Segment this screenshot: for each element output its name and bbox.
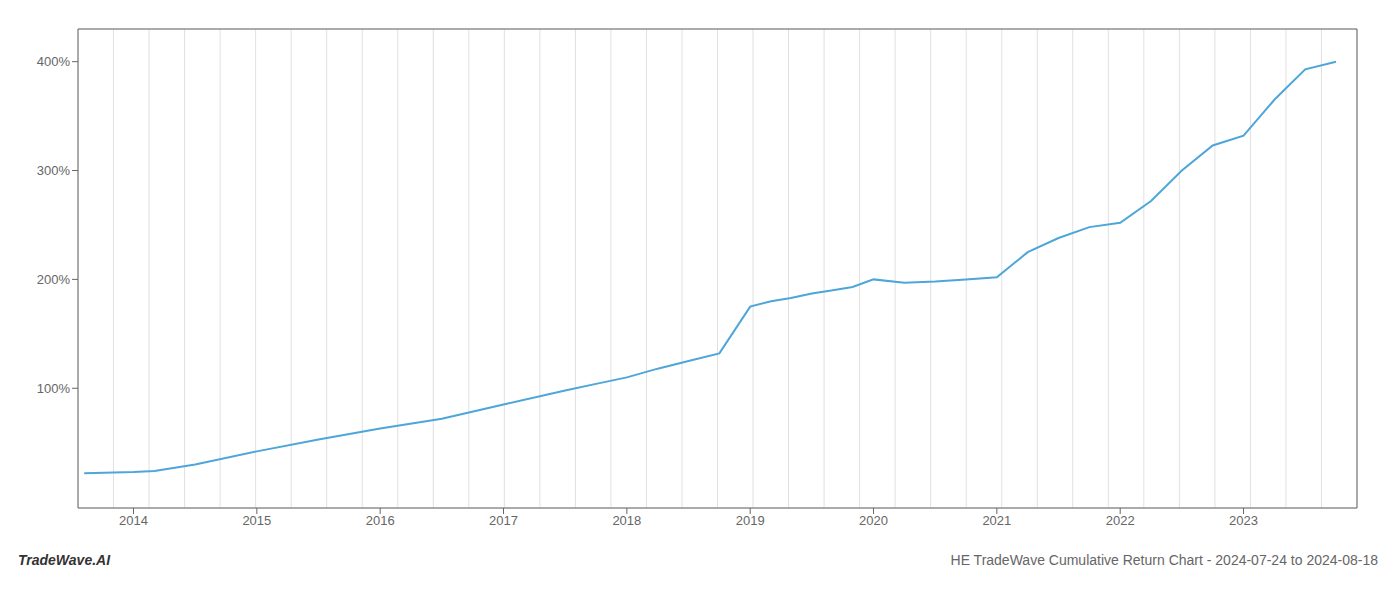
html-text:HE TradeWave Cumulative Return: HE TradeWave Cumulative Return Chart - 2… [950, 552, 1378, 568]
svg-text:200%: 200% [37, 272, 71, 287]
svg-text:2015: 2015 [242, 513, 271, 528]
svg-text:300%: 300% [37, 163, 71, 178]
svg-text:2016: 2016 [366, 513, 395, 528]
svg-text:2017: 2017 [489, 513, 518, 528]
svg-text:2023: 2023 [1229, 513, 1258, 528]
svg-text:2022: 2022 [1106, 513, 1135, 528]
html-text:TradeWave.AI: TradeWave.AI [18, 552, 111, 568]
svg-text:2019: 2019 [736, 513, 765, 528]
svg-text:2021: 2021 [982, 513, 1011, 528]
svg-text:2020: 2020 [859, 513, 888, 528]
svg-text:2014: 2014 [119, 513, 148, 528]
svg-text:2018: 2018 [612, 513, 641, 528]
svg-text:400%: 400% [37, 54, 71, 69]
svg-text:100%: 100% [37, 381, 71, 396]
